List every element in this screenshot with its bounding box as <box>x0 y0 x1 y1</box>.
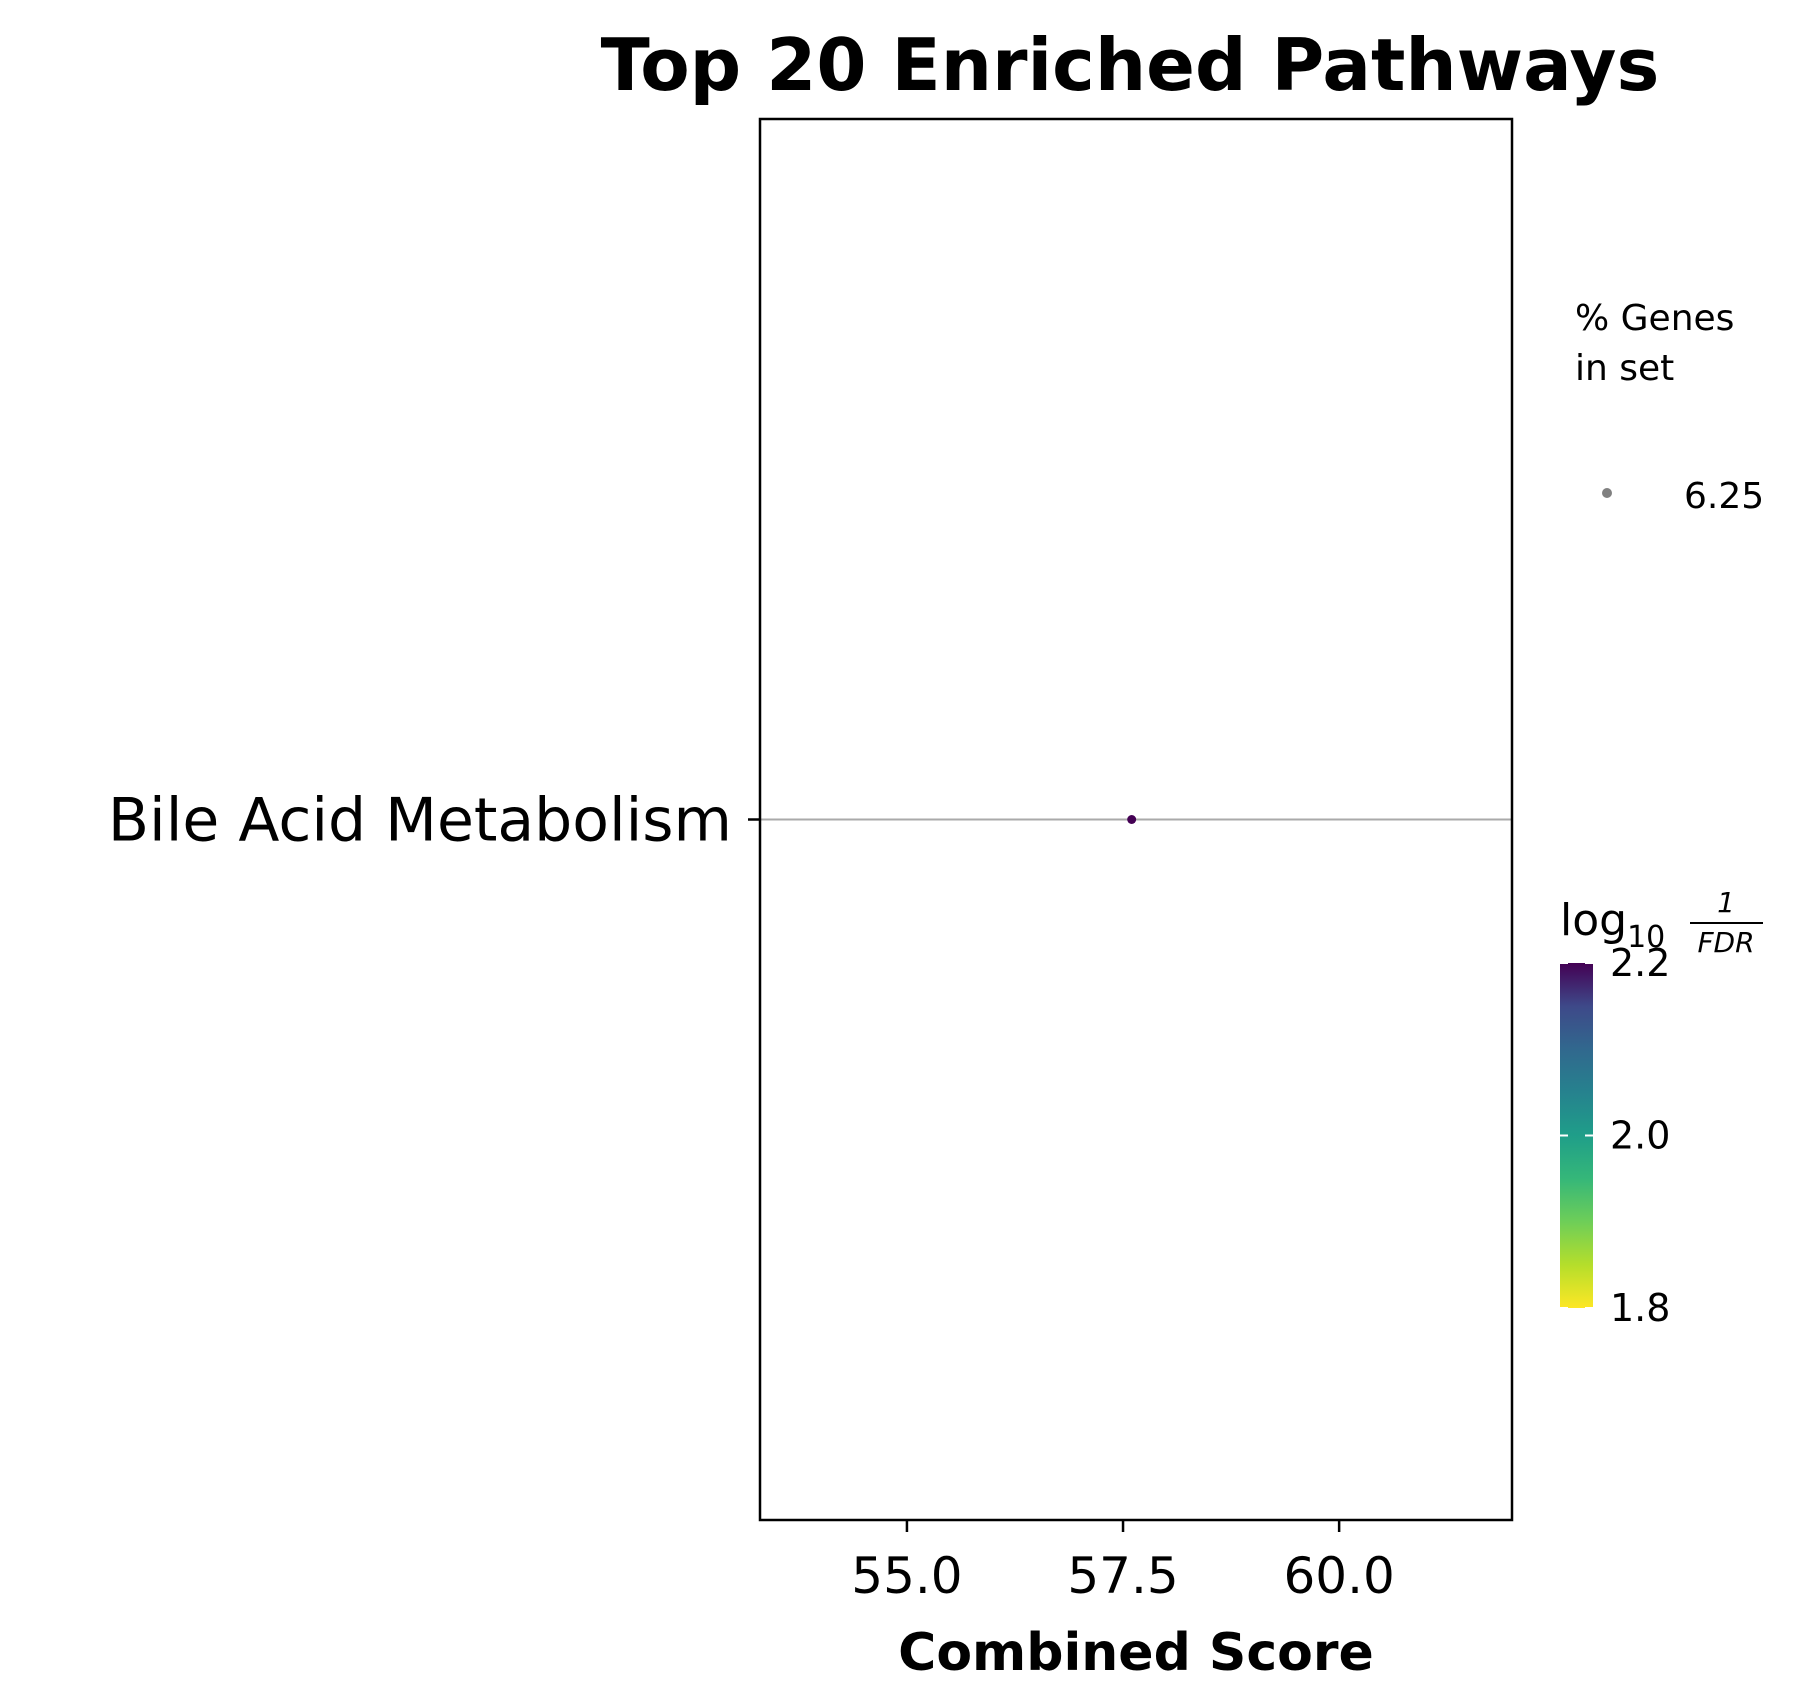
size-legend: % Genes in set 6.25 <box>1575 298 1764 517</box>
colorbar-title-sub: 10 <box>1627 920 1665 955</box>
y-axis: Bile Acid Metabolism <box>108 786 760 856</box>
size-legend-entry-label: 6.25 <box>1684 476 1764 517</box>
size-legend-marker <box>1602 488 1612 498</box>
plot-area: 55.0 57.5 60.0 Bile Acid Metabolism <box>108 117 1514 1605</box>
colorbar: log10 1 FDR 2.2 2.0 1.8 <box>1560 886 1763 1330</box>
colorbar-title-denominator: FDR <box>1697 926 1754 959</box>
y-category-label: Bile Acid Metabolism <box>108 786 732 856</box>
x-tick-label: 55.0 <box>851 1547 962 1605</box>
x-tick-label: 60.0 <box>1283 1547 1394 1605</box>
size-legend-title-line1: % Genes <box>1575 298 1734 339</box>
x-tick-label: 57.5 <box>1067 1547 1178 1605</box>
data-points <box>1127 815 1137 824</box>
colorbar-tick-label: 2.0 <box>1610 1114 1670 1158</box>
chart-title: Top 20 Enriched Pathways <box>601 23 1660 107</box>
x-axis-label: Combined Score <box>898 1623 1374 1683</box>
colorbar-tick-label: 1.8 <box>1610 1286 1670 1330</box>
colorbar-title: log10 <box>1560 895 1665 955</box>
x-axis: 55.0 57.5 60.0 <box>851 1520 1395 1605</box>
size-legend-title-line2: in set <box>1575 348 1674 389</box>
colorbar-tick-label: 2.2 <box>1610 941 1670 985</box>
colorbar-title-numerator: 1 <box>1717 886 1735 919</box>
colorbar-title-log: log <box>1560 895 1627 946</box>
data-point <box>1127 815 1137 824</box>
colorbar-ticks: 2.2 2.0 1.8 <box>1560 941 1670 1330</box>
